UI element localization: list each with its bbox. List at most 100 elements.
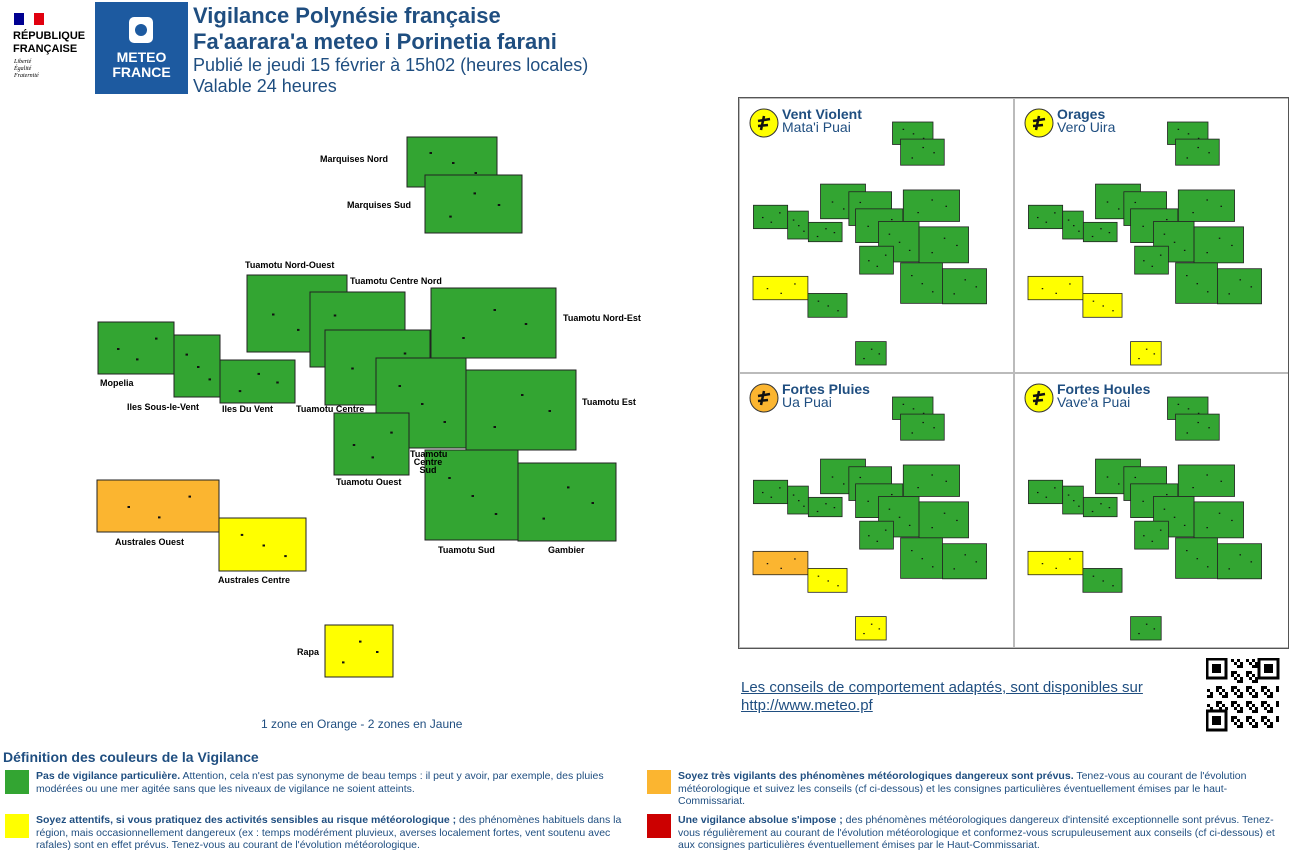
island: [1208, 427, 1210, 429]
legend-desc: Tenez-vous au courant de l'évolution mét…: [678, 770, 1247, 807]
zone-label: Tuamotu Ouest: [336, 477, 402, 487]
island: [1206, 527, 1208, 529]
republic-line: FRANÇAISE: [13, 43, 78, 55]
legend-text: Soyez très vigilants des phénomènes mété…: [678, 770, 1288, 808]
qr-module: [1252, 725, 1255, 728]
qr-module: [1270, 722, 1273, 725]
zone: [902, 464, 960, 497]
zone: [753, 204, 789, 230]
qr-module: [1267, 719, 1270, 722]
zone-label: Australes Centre: [218, 575, 291, 585]
qr-module: [1219, 701, 1222, 704]
island: [931, 252, 933, 254]
zone: [333, 412, 410, 476]
island: [1037, 491, 1039, 494]
island: [1228, 568, 1230, 570]
island: [1118, 208, 1120, 210]
island: [1153, 353, 1156, 355]
zone: [1177, 464, 1235, 497]
island: [1108, 232, 1111, 234]
island: [185, 353, 188, 356]
zone: [942, 543, 987, 580]
island: [494, 513, 498, 515]
qr-module: [1216, 689, 1219, 692]
island: [837, 310, 839, 312]
island: [493, 426, 496, 428]
motto: Liberté Égalité Fraternité: [14, 59, 39, 80]
hazard-icon: [1024, 383, 1054, 413]
zone: [1175, 537, 1218, 579]
qr-module: [1231, 659, 1234, 662]
main-map: [96, 136, 617, 678]
qr-module: [1237, 704, 1240, 707]
qr-module: [1237, 695, 1240, 698]
qr-module: [1231, 719, 1234, 722]
island: [779, 212, 781, 214]
island: [766, 563, 769, 565]
island: [770, 221, 773, 223]
island: [933, 427, 935, 429]
zone: [900, 413, 945, 441]
island: [1196, 283, 1199, 285]
qr-module: [1249, 716, 1252, 719]
island: [931, 474, 933, 476]
hazard-icon: [749, 108, 779, 138]
island: [208, 378, 211, 381]
island: [1100, 503, 1102, 505]
qr-module: [1255, 722, 1258, 725]
qr-module: [1246, 704, 1249, 707]
advice-link[interactable]: http://www.meteo.pf: [741, 697, 873, 714]
zone: [517, 462, 617, 542]
qr-module: [1240, 677, 1243, 680]
island: [859, 476, 862, 479]
qr-module: [1252, 710, 1255, 713]
island: [843, 483, 845, 485]
qr-module: [1255, 695, 1258, 698]
island: [953, 568, 955, 570]
island: [1192, 212, 1194, 214]
island: [779, 487, 781, 489]
island: [825, 228, 827, 230]
island: [1173, 241, 1176, 243]
island: [359, 640, 362, 643]
island: [421, 403, 424, 405]
island: [1186, 275, 1188, 277]
panel-title: Orages: [1057, 106, 1106, 122]
island: [762, 216, 764, 219]
island: [1159, 529, 1162, 531]
island: [197, 366, 200, 368]
island: [449, 215, 452, 218]
qr-module: [1270, 695, 1273, 698]
island: [798, 500, 800, 502]
advice: Les conseils de comportement adaptés, so…: [741, 679, 1191, 715]
qr-module: [1276, 701, 1279, 704]
island: [1208, 152, 1210, 154]
island: [548, 410, 551, 412]
island: [817, 300, 820, 302]
zone: [1082, 496, 1118, 518]
zone: [855, 341, 887, 366]
island: [1197, 412, 1200, 414]
island: [827, 580, 829, 582]
qr-module: [1252, 680, 1255, 683]
zone: [1130, 341, 1162, 366]
island: [831, 476, 834, 478]
zone-label: Tuamotu Nord-Ouest: [245, 260, 335, 270]
qr-module: [1267, 710, 1270, 713]
island: [1041, 288, 1044, 290]
island: [898, 241, 901, 243]
hazard-icon: [1024, 108, 1054, 138]
zone-label: Tuamotu Sud: [438, 545, 495, 555]
island: [262, 544, 265, 547]
island: [1037, 216, 1039, 219]
island: [127, 506, 130, 508]
qr-module: [1246, 719, 1249, 722]
island: [376, 651, 379, 653]
zone: [753, 479, 789, 505]
island: [884, 254, 887, 256]
qr-module: [1261, 716, 1264, 719]
qr-module: [1240, 695, 1243, 698]
zone: [97, 321, 175, 375]
qr-module: [1234, 716, 1237, 719]
qr-module: [1234, 707, 1237, 710]
